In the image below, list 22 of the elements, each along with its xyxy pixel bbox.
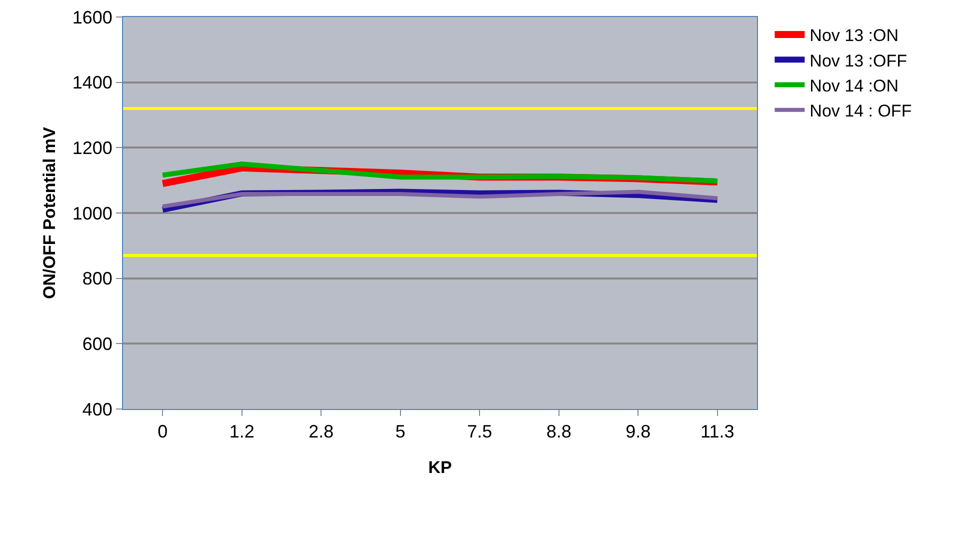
legend-label: Nov 13 :ON bbox=[810, 26, 898, 46]
y-tick-label: 600 bbox=[82, 334, 112, 354]
y-axis-title: ON/OFF Potential mV bbox=[40, 126, 59, 299]
y-tick-label: 800 bbox=[82, 268, 112, 289]
y-tick-label: 1000 bbox=[72, 203, 112, 224]
legend-label: Nov 13 :OFF bbox=[810, 51, 907, 70]
x-axis-title: KP bbox=[428, 458, 452, 477]
x-tick-label: 7.5 bbox=[467, 422, 492, 442]
legend-label: Nov 14 : OFF bbox=[810, 101, 912, 120]
x-tick-label: 2.8 bbox=[308, 422, 334, 442]
y-tick-label: 1600 bbox=[72, 7, 112, 28]
legend-label: Nov 14 :ON bbox=[810, 76, 898, 96]
x-tick-label: 0 bbox=[158, 422, 168, 442]
x-tick-label: 1.2 bbox=[229, 422, 254, 442]
line-series bbox=[160, 190, 720, 208]
y-tick-label: 1400 bbox=[72, 72, 112, 93]
y-tick-label: 1200 bbox=[72, 138, 112, 158]
x-tick-label: 9.8 bbox=[626, 422, 651, 442]
x-tick-label: 11.3 bbox=[700, 422, 734, 442]
x-tick-label: 8.8 bbox=[546, 422, 572, 442]
y-tick-label: 400 bbox=[82, 399, 112, 420]
x-tick-label: 5 bbox=[395, 422, 406, 442]
